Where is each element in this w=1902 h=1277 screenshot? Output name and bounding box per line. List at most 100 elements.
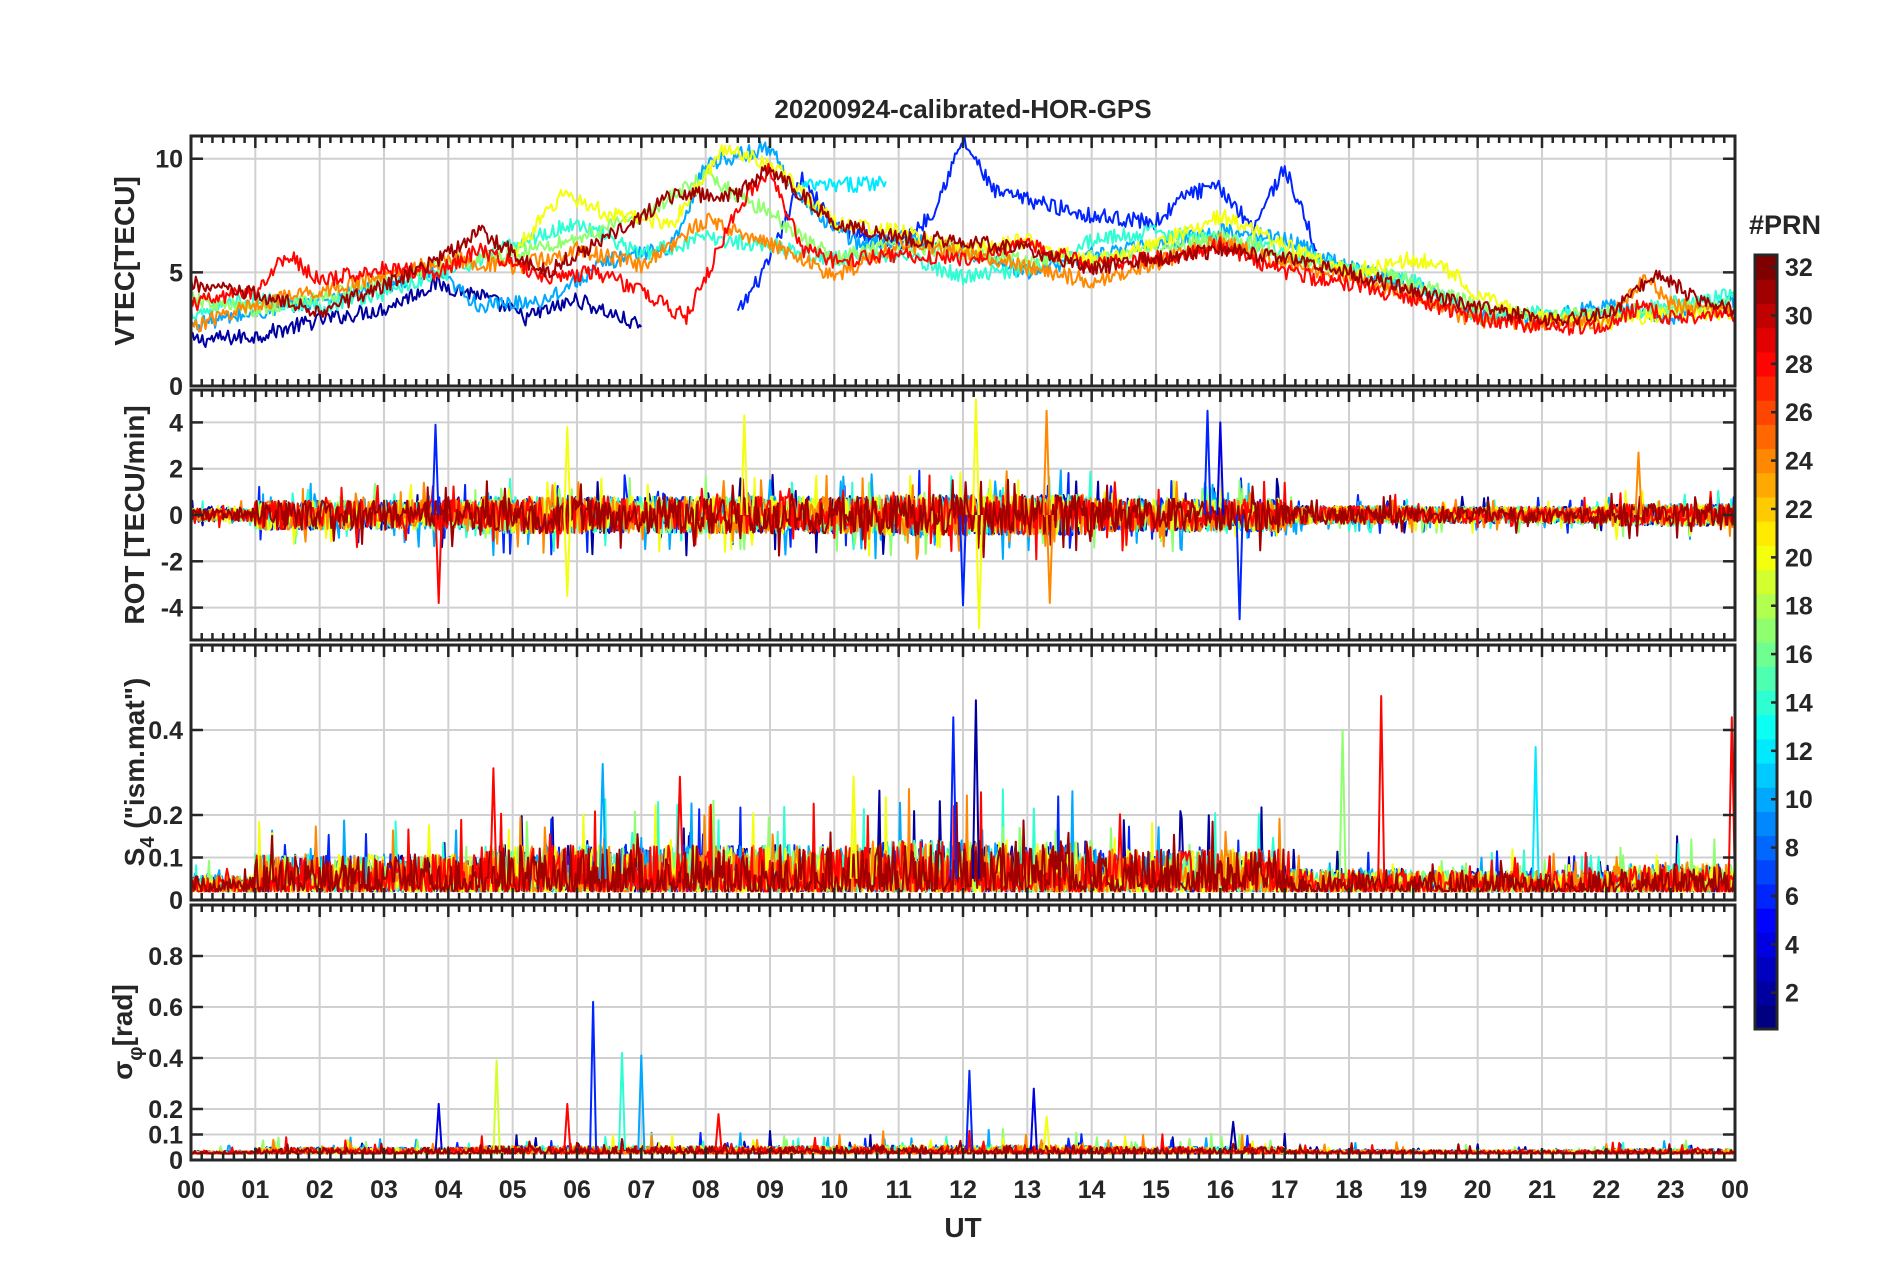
vtec-panel: 0 5 10 VTEC[TECU] <box>109 134 1737 401</box>
sigma-spike <box>965 1069 974 1150</box>
colorbar-band <box>1755 375 1777 401</box>
s4-spike <box>971 699 980 879</box>
colorbar-band <box>1755 714 1777 740</box>
colorbar-band <box>1755 738 1777 764</box>
y-tick-label: 2 <box>169 456 183 484</box>
colorbar-tick-label: 14 <box>1785 689 1813 717</box>
colorbar-band <box>1755 762 1777 788</box>
colorbar-band <box>1755 448 1777 474</box>
colorbar-band <box>1755 303 1777 329</box>
colorbar-tick-label: 20 <box>1785 544 1813 572</box>
x-tick-label: 11 <box>885 1176 912 1204</box>
vtec-series-prn-2 <box>191 275 643 348</box>
sigma-label-rest: [rad] <box>107 984 138 1046</box>
colorbar-band <box>1755 883 1777 909</box>
vtec-series-prn-28 <box>191 162 1735 336</box>
y-tick-label: 0.2 <box>148 1096 183 1124</box>
colorbar-tick-label: 22 <box>1785 496 1813 524</box>
sigma-spike <box>563 1102 572 1150</box>
colorbar-band <box>1755 811 1777 837</box>
y-tick-label: 0.2 <box>148 802 183 830</box>
s4-spike <box>598 763 607 879</box>
rot-spike <box>563 514 572 597</box>
x-tick-label: 21 <box>1528 1176 1556 1204</box>
s4-spike <box>1377 695 1386 879</box>
rot-spike <box>959 514 967 607</box>
s4-spike <box>949 716 958 879</box>
sigma-spike <box>714 1113 723 1150</box>
colorbar-tick-label: 28 <box>1785 351 1813 379</box>
colorbar-band <box>1755 424 1777 450</box>
s4-panel: 0 0.1 0.2 0.4 S4 ("ism.mat") <box>119 643 1737 915</box>
colorbar-band <box>1755 690 1777 716</box>
sigma-label-sub: φ <box>125 1046 147 1060</box>
rot-spike <box>431 423 440 516</box>
x-tick-label: 16 <box>1206 1176 1234 1204</box>
y-tick-label: 0 <box>169 373 183 401</box>
rot-spike <box>740 414 749 516</box>
s4-ticks <box>189 645 1737 902</box>
y-tick-label: 4 <box>169 409 183 437</box>
vtec-y-tick-labels: 0 5 10 <box>155 146 183 401</box>
sigma-label-main: σ <box>107 1061 138 1080</box>
x-tick-label: 22 <box>1592 1176 1620 1204</box>
x-tick-label: 23 <box>1657 1176 1685 1204</box>
colorbar-band <box>1755 521 1777 546</box>
colorbar-tick-label: 8 <box>1785 835 1799 863</box>
y-tick-label: 0.1 <box>148 1122 183 1150</box>
x-tick-label: 02 <box>306 1176 334 1204</box>
rot-y-axis-label: ROT [TECU/min] <box>119 405 150 624</box>
x-tick-label: 13 <box>1013 1176 1041 1204</box>
x-tick-label: 01 <box>241 1176 269 1204</box>
x-tick-label: 15 <box>1142 1176 1170 1204</box>
sigma-spike <box>618 1051 626 1150</box>
colorbar-band <box>1755 932 1777 958</box>
colorbar-bands <box>1755 255 1777 1030</box>
s4-label-main: S <box>119 848 150 867</box>
colorbar-tick-label: 12 <box>1785 738 1813 766</box>
colorbar-band <box>1755 859 1777 885</box>
rot-spike <box>1203 409 1212 516</box>
x-tick-label: 14 <box>1078 1176 1106 1204</box>
vtec-ticks <box>189 136 1737 388</box>
vtec-y-axis-label: VTEC[TECU] <box>109 176 140 346</box>
sigma-spike <box>1029 1087 1038 1150</box>
colorbar-band <box>1755 642 1777 667</box>
s4-spike <box>675 775 684 879</box>
colorbar-label: #PRN <box>1749 210 1821 240</box>
colorbar-band <box>1755 255 1777 280</box>
colorbar-band <box>1755 351 1777 377</box>
colorbar-tick-label: 16 <box>1785 641 1813 669</box>
colorbar-band <box>1755 593 1777 619</box>
s4-spike <box>489 767 498 879</box>
x-tick-label: 00 <box>1721 1176 1749 1204</box>
s4-spike <box>849 775 858 879</box>
x-tick-label: 10 <box>820 1176 848 1204</box>
y-tick-label: 10 <box>155 146 183 174</box>
y-tick-label: -4 <box>161 595 183 623</box>
s4-label-sub: 4 <box>137 836 159 848</box>
colorbar-band <box>1755 496 1777 522</box>
rot-spike <box>1634 451 1643 516</box>
x-tick-label: 17 <box>1271 1176 1299 1204</box>
s4-y-tick-labels: 0 0.1 0.2 0.4 <box>148 717 183 915</box>
colorbar-band <box>1755 835 1777 861</box>
colorbar-band <box>1755 279 1777 304</box>
sigma-spike <box>1229 1120 1238 1150</box>
colorbar-tick-label: 6 <box>1785 883 1799 911</box>
colorbar-tick-label: 30 <box>1785 302 1813 330</box>
x-tick-label: 20 <box>1464 1176 1492 1204</box>
sigma-ticks <box>189 905 1737 1162</box>
colorbar-band <box>1755 545 1777 571</box>
colorbar-band <box>1755 1004 1777 1030</box>
rot-spike <box>563 426 572 516</box>
colorbar-tick-label: 24 <box>1785 448 1813 476</box>
x-tick-label: 03 <box>370 1176 398 1204</box>
x-tick-label: 06 <box>563 1176 591 1204</box>
s4-label-rest: ("ism.mat") <box>119 678 150 837</box>
y-tick-label: 0 <box>169 502 183 530</box>
colorbar-band <box>1755 400 1777 425</box>
